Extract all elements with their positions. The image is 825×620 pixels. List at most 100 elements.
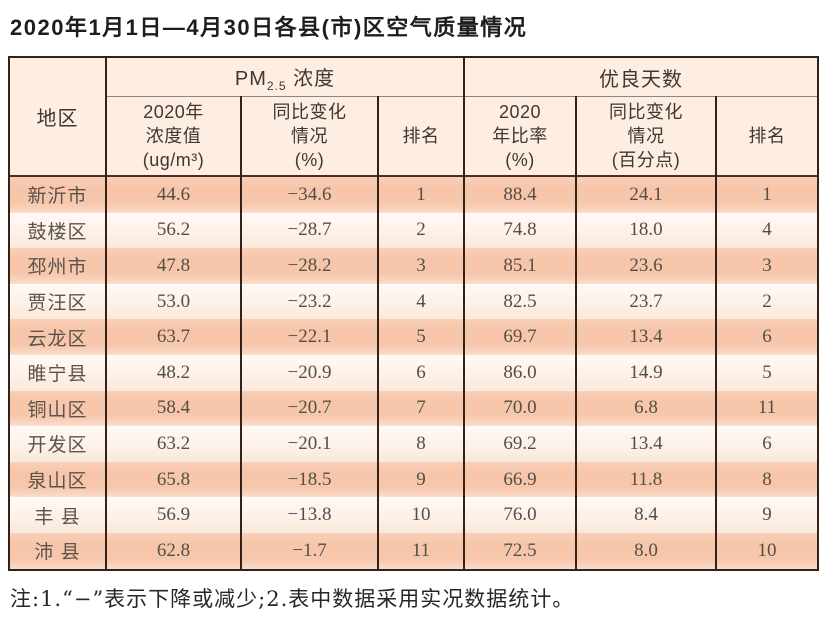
- cell-pm-rank: 9: [376, 461, 466, 498]
- pm25-label: PM2.5 浓度: [234, 67, 336, 93]
- cell-good-change: 24.1: [575, 176, 718, 213]
- cell-good-change: 23.6: [575, 248, 718, 284]
- cell-good-rate: 85.1: [463, 248, 578, 284]
- cell-good-change: 18.0: [575, 212, 718, 249]
- cell-pm-value: 53.0: [105, 283, 242, 320]
- cell-good-rank: 9: [715, 497, 820, 533]
- cell-pm-change: −28.7: [240, 212, 379, 249]
- cell-region: 云龙区: [8, 319, 107, 355]
- table-body: 新沂市 44.6 −34.6 1 88.4 24.1 1 鼓楼区 56.2 −28.7 2 74.8 1…: [8, 176, 820, 570]
- header-region: 地区: [8, 57, 107, 176]
- cell-pm-value: 65.8: [105, 461, 242, 498]
- cell-good-change: 13.4: [575, 426, 718, 462]
- header-pm-value: 2020年 浓度值 (ug/m³): [105, 96, 242, 176]
- cell-region: 泉山区: [8, 461, 107, 498]
- cell-good-change: 14.9: [575, 354, 718, 391]
- cell-pm-change: −22.1: [240, 319, 379, 355]
- cell-pm-value: 63.2: [105, 426, 242, 462]
- cell-pm-value: 47.8: [105, 248, 242, 284]
- cell-region: 沛 县: [8, 532, 107, 570]
- cell-region: 铜山区: [8, 390, 107, 427]
- table-row: 丰 县 56.9 −13.8 10 76.0 8.4 9: [8, 497, 820, 533]
- cell-good-rate: 66.9: [463, 461, 578, 498]
- cell-pm-value: 58.4: [105, 390, 242, 427]
- cell-good-rate: 86.0: [463, 354, 578, 391]
- cell-pm-rank: 11: [376, 532, 466, 570]
- cell-pm-rank: 7: [376, 390, 466, 427]
- cell-good-rank: 1: [715, 176, 820, 213]
- table-row: 铜山区 58.4 −20.7 7 70.0 6.8 11: [8, 390, 820, 427]
- cell-good-change: 8.4: [575, 497, 718, 533]
- cell-pm-value: 44.6: [105, 176, 242, 213]
- header-good-rate: 2020 年比率 (%): [463, 96, 578, 176]
- cell-region: 邳州市: [8, 248, 107, 284]
- cell-good-rank: 10: [715, 532, 820, 570]
- cell-good-rank: 5: [715, 354, 820, 391]
- cell-pm-value: 56.9: [105, 497, 242, 533]
- cell-good-change: 8.0: [575, 532, 718, 570]
- cell-good-rate: 82.5: [463, 283, 578, 320]
- header-pm-change: 同比变化 情况 (%): [240, 96, 379, 176]
- cell-good-rank: 6: [715, 319, 820, 355]
- cell-pm-change: −1.7: [240, 532, 379, 570]
- cell-pm-change: −18.5: [240, 461, 379, 498]
- cell-good-rate: 88.4: [463, 176, 578, 213]
- cell-good-rank: 3: [715, 248, 820, 284]
- table-row: 新沂市 44.6 −34.6 1 88.4 24.1 1: [8, 176, 820, 213]
- header-good-rank: 排名: [715, 96, 820, 176]
- cell-good-rate: 72.5: [463, 532, 578, 570]
- cell-good-change: 13.4: [575, 319, 718, 355]
- header-group-pm25: PM2.5 浓度: [104, 57, 466, 97]
- header-pm-rank: 排名: [376, 96, 466, 176]
- footnote: 注:1.“−”表示下降或减少;2.表中数据采用实况数据统计。: [10, 586, 575, 611]
- table-row: 云龙区 63.7 −22.1 5 69.7 13.4 6: [8, 319, 820, 355]
- page-title: 2020年1月1日—4月30日各县(市)区空气质量情况: [10, 15, 528, 40]
- cell-pm-change: −34.6: [240, 176, 379, 213]
- table-row: 开发区 63.2 −20.1 8 69.2 13.4 6: [8, 426, 820, 462]
- air-quality-table: 地区 PM2.5 浓度 优良天数 2020年 浓度值 (ug/m³) 同比变化 …: [8, 56, 820, 571]
- header-group-good-days: 优良天数: [463, 57, 820, 97]
- cell-good-change: 11.8: [575, 461, 718, 498]
- cell-pm-value: 63.7: [105, 319, 242, 355]
- cell-pm-rank: 2: [376, 212, 466, 249]
- cell-region: 丰 县: [8, 497, 107, 533]
- cell-good-rate: 70.0: [463, 390, 578, 427]
- header-sub-row: 2020年 浓度值 (ug/m³) 同比变化 情况 (%) 排名 2020 年比…: [9, 96, 820, 176]
- cell-pm-rank: 10: [376, 497, 466, 533]
- cell-good-rank: 2: [715, 283, 820, 320]
- cell-pm-rank: 3: [376, 248, 466, 284]
- cell-pm-change: −13.8: [240, 497, 379, 533]
- table-row: 睢宁县 48.2 −20.9 6 86.0 14.9 5: [8, 354, 820, 391]
- cell-good-change: 6.8: [575, 390, 718, 427]
- table-row: 泉山区 65.8 −18.5 9 66.9 11.8 8: [8, 461, 820, 498]
- cell-region: 贾汪区: [8, 283, 107, 320]
- table-row: 邳州市 47.8 −28.2 3 85.1 23.6 3: [8, 248, 820, 284]
- cell-pm-change: −28.2: [240, 248, 379, 284]
- cell-pm-rank: 1: [376, 176, 466, 213]
- cell-pm-change: −23.2: [240, 283, 379, 320]
- cell-good-rank: 11: [715, 390, 820, 427]
- cell-region: 睢宁县: [8, 354, 107, 391]
- cell-good-rate: 69.7: [463, 319, 578, 355]
- cell-pm-value: 56.2: [105, 212, 242, 249]
- cell-pm-change: −20.9: [240, 354, 379, 391]
- header-good-change: 同比变化 情况 (百分点): [575, 96, 718, 176]
- cell-good-rank: 6: [715, 426, 820, 462]
- cell-pm-value: 48.2: [105, 354, 242, 391]
- table-header: 地区 PM2.5 浓度 优良天数 2020年 浓度值 (ug/m³) 同比变化 …: [8, 57, 820, 176]
- table-row: 沛 县 62.8 −1.7 11 72.5 8.0 10: [8, 532, 820, 570]
- cell-region: 鼓楼区: [8, 212, 107, 249]
- cell-pm-rank: 6: [376, 354, 466, 391]
- table-row: 贾汪区 53.0 −23.2 4 82.5 23.7 2: [8, 283, 820, 320]
- cell-good-rate: 69.2: [463, 426, 578, 462]
- cell-pm-rank: 5: [376, 319, 466, 355]
- cell-pm-rank: 8: [376, 426, 466, 462]
- cell-good-rank: 8: [715, 461, 820, 498]
- table-row: 鼓楼区 56.2 −28.7 2 74.8 18.0 4: [8, 212, 820, 249]
- header-group-row: 地区 PM2.5 浓度 优良天数: [8, 57, 820, 176]
- cell-good-change: 23.7: [575, 283, 718, 320]
- cell-pm-rank: 4: [376, 283, 466, 320]
- cell-pm-value: 62.8: [105, 532, 242, 570]
- cell-region: 开发区: [8, 426, 107, 462]
